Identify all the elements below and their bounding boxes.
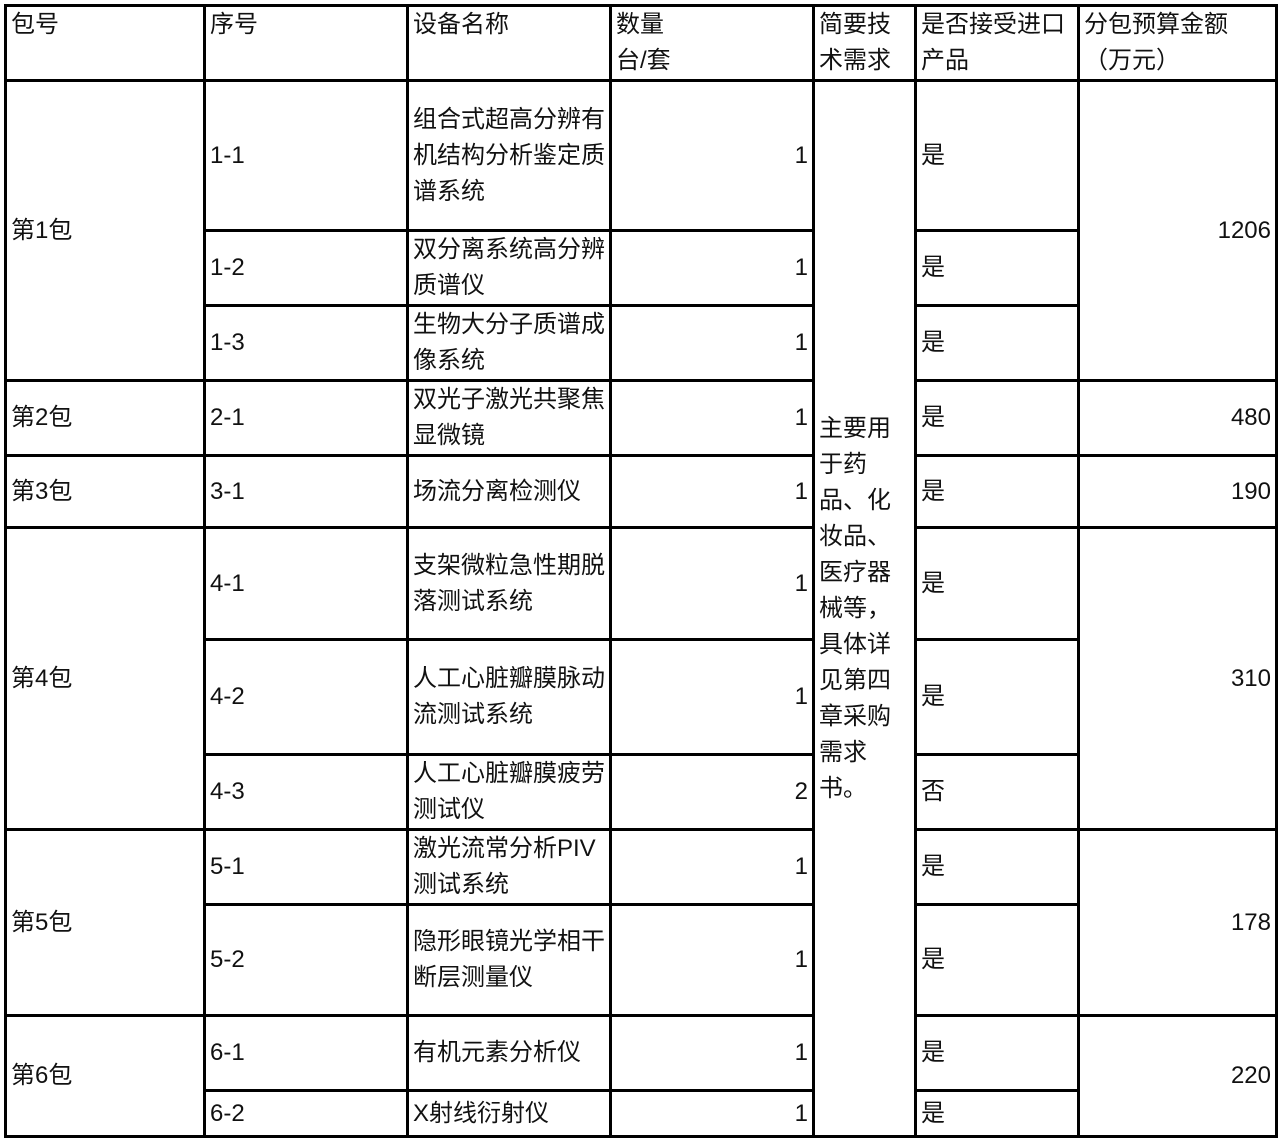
table-row: 第5包 5-1 激光流常分析PIV测试系统 1 是 178 [4, 828, 1278, 1017]
package-name: 第1包 [4, 79, 206, 382]
accept-import: 是 [914, 903, 1080, 1017]
item-number: 4-3 [203, 753, 409, 831]
accept-import: 是 [914, 229, 1080, 307]
table-row: 4-3 人工心脏瓣膜疲劳测试仪 2 否 [6, 753, 1277, 831]
item-number: 4-2 [203, 638, 409, 756]
header-cell: 简要技术需求 [812, 4, 917, 82]
device-name: 有机元素分析仪 [406, 1014, 612, 1092]
quantity: 1 [609, 828, 815, 906]
accept-import: 是 [914, 304, 1080, 382]
table-row: 第4包 4-1 支架微粒急性期脱落测试系统 1 是 310 [4, 526, 1278, 831]
header-row: 包号 序号 设备名称 数量 台/套 简要技术需求 是否接受进口产品 分包预算金额（万元） [4, 4, 1278, 82]
header-cell: 包号 [4, 4, 206, 82]
item-number: 4-1 [203, 526, 409, 641]
package-name: 第2包 [4, 379, 206, 457]
accept-import: 是 [914, 1089, 1080, 1138]
device-name: 双光子激光共聚焦显微镜 [406, 379, 612, 457]
package-budget: 1206 [1077, 79, 1278, 382]
device-name: 人工心脏瓣膜疲劳测试仪 [406, 753, 612, 831]
accept-import: 是 [914, 1014, 1080, 1092]
table-row: 第1包 1-1 组合式超高分辨有机结构分析鉴定质谱系统 1 主要用于药品、化妆品、医疗器… [4, 79, 1278, 1138]
device-name: 组合式超高分辨有机结构分析鉴定质谱系统 [406, 79, 612, 232]
table-row: 第6包 6-1 有机元素分析仪 1 是 220 [4, 1014, 1278, 1138]
package-name: 第4包 [4, 526, 206, 831]
item-number: 1-3 [203, 304, 409, 382]
header-cell: 分包预算金额（万元） [1077, 4, 1278, 82]
accept-import: 是 [914, 379, 1080, 457]
device-name: 支架微粒急性期脱落测试系统 [406, 526, 612, 641]
package-budget: 480 [1077, 379, 1278, 457]
table-row: 5-2 隐形眼镜光学相干断层测量仪 1 是 [6, 903, 1277, 1017]
package-budget: 310 [1077, 526, 1278, 831]
package-budget: 178 [1077, 828, 1278, 1017]
package-name: 第3包 [4, 454, 206, 529]
package-name: 第6包 [4, 1014, 206, 1138]
device-name: 激光流常分析PIV测试系统 [406, 828, 612, 906]
quantity: 1 [609, 526, 815, 641]
quantity: 1 [609, 229, 815, 307]
package-name: 第5包 [4, 828, 206, 1017]
accept-import: 是 [914, 454, 1080, 529]
item-number: 5-2 [203, 903, 409, 1017]
item-number: 2-1 [203, 379, 409, 457]
package-budget: 220 [1077, 1014, 1278, 1138]
item-number: 5-1 [203, 828, 409, 906]
accept-import: 是 [914, 526, 1080, 641]
procurement-table: 包号 序号 设备名称 数量 台/套 简要技术需求 是否接受进口产品 分包预算金额（万元） 第1… [4, 4, 1278, 1138]
device-name: 双分离系统高分辨质谱仪 [406, 229, 612, 307]
header-cell: 是否接受进口产品 [914, 4, 1080, 82]
device-name: 隐形眼镜光学相干断层测量仪 [406, 903, 612, 1017]
quantity: 2 [609, 753, 815, 831]
quantity: 1 [609, 1014, 815, 1092]
header-cell: 数量 台/套 [609, 4, 815, 82]
device-name: 场流分离检测仪 [406, 454, 612, 529]
accept-import: 是 [914, 828, 1080, 906]
device-name: 生物大分子质谱成像系统 [406, 304, 612, 382]
table-row: 4-2 人工心脏瓣膜脉动流测试系统 1 是 [6, 638, 1277, 756]
table-row: 1-3 生物大分子质谱成像系统 1 是 [6, 304, 1277, 382]
item-number: 1-1 [203, 79, 409, 232]
package-budget: 190 [1077, 454, 1278, 529]
accept-import: 是 [914, 638, 1080, 756]
item-number: 6-1 [203, 1014, 409, 1092]
header-cell: 序号 [203, 4, 409, 82]
quantity: 1 [609, 1089, 815, 1138]
header-cell: 设备名称 [406, 4, 612, 82]
quantity: 1 [609, 454, 815, 529]
table-row: 1-2 双分离系统高分辨质谱仪 1 是 [6, 229, 1277, 307]
item-number: 1-2 [203, 229, 409, 307]
table-row: 第2包 2-1 双光子激光共聚焦显微镜 1 是 480 [4, 379, 1278, 457]
tech-requirement: 主要用于药品、化妆品、医疗器械等，具体详见第四章采购需求书。 [812, 79, 917, 1138]
item-number: 6-2 [203, 1089, 409, 1138]
quantity: 1 [609, 903, 815, 1017]
device-name: X射线衍射仪 [406, 1089, 612, 1138]
quantity: 1 [609, 379, 815, 457]
accept-import: 是 [914, 79, 1080, 232]
quantity: 1 [609, 304, 815, 382]
accept-import: 否 [914, 753, 1080, 831]
item-number: 3-1 [203, 454, 409, 529]
quantity: 1 [609, 79, 815, 232]
device-name: 人工心脏瓣膜脉动流测试系统 [406, 638, 612, 756]
table-row: 第3包 3-1 场流分离检测仪 1 是 190 [4, 454, 1278, 529]
quantity: 1 [609, 638, 815, 756]
